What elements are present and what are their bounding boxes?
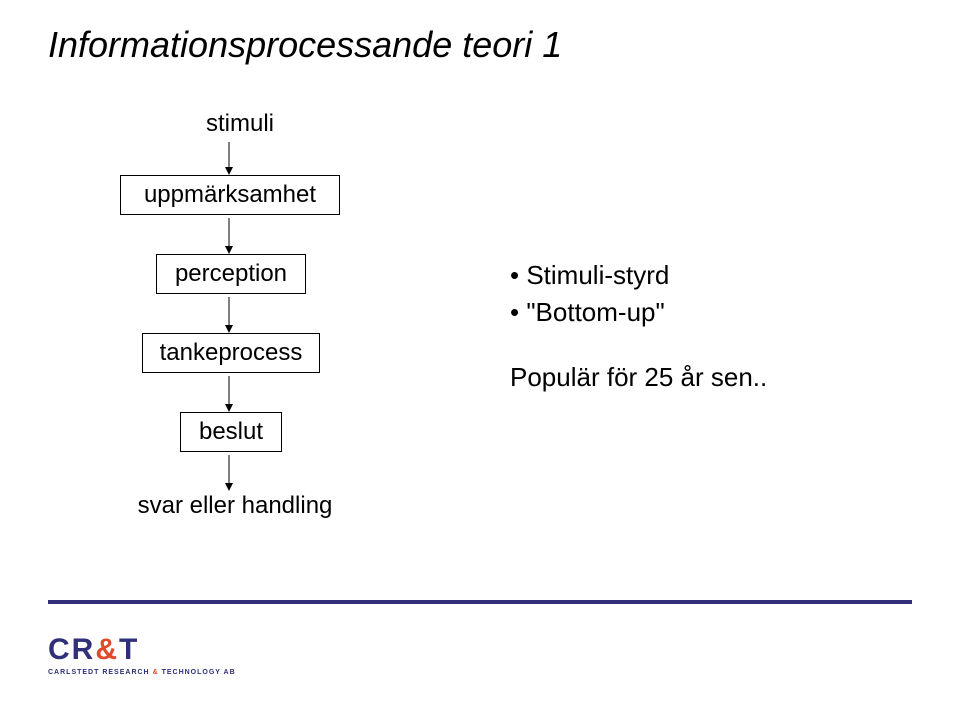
logo-sub: CARLSTEDT RESEARCH & TECHNOLOGY AB: [48, 669, 236, 676]
flow-box-beslut: beslut: [180, 412, 282, 452]
flow-box-label: tankeprocess: [160, 339, 303, 367]
footer-divider: [48, 600, 912, 604]
flow-start-label: stimuli: [170, 110, 310, 138]
bullet-item: • Stimuli-styrd: [510, 260, 669, 291]
logo-pre: CR: [48, 633, 95, 666]
page-title: Informationsprocessande teori 1: [48, 24, 562, 66]
flow-box-uppmarksamhet: uppmärksamhet: [120, 175, 340, 215]
flow-box-label: perception: [175, 260, 287, 288]
bullet-list: • Stimuli-styrd • "Bottom-up": [510, 260, 669, 334]
flow-box-label: uppmärksamhet: [144, 181, 316, 209]
bullet-item: • "Bottom-up": [510, 297, 669, 328]
popular-note: Populär för 25 år sen..: [510, 362, 767, 393]
brand-logo: CR&T CARLSTEDT RESEARCH & TECHNOLOGY AB: [48, 633, 236, 676]
flow-box-label: beslut: [199, 418, 263, 446]
flow-box-perception: perception: [156, 254, 306, 294]
logo-amp: &: [95, 633, 119, 666]
flow-box-tankeprocess: tankeprocess: [142, 333, 320, 373]
logo-sub-post: TECHNOLOGY AB: [159, 669, 236, 676]
logo-post: T: [119, 633, 139, 666]
slide: Informationsprocessande teori 1 stimuli …: [0, 0, 960, 702]
flow-end-label: svar eller handling: [120, 492, 350, 520]
logo-sub-pre: CARLSTEDT RESEARCH: [48, 669, 153, 676]
logo-main: CR&T: [48, 633, 236, 667]
